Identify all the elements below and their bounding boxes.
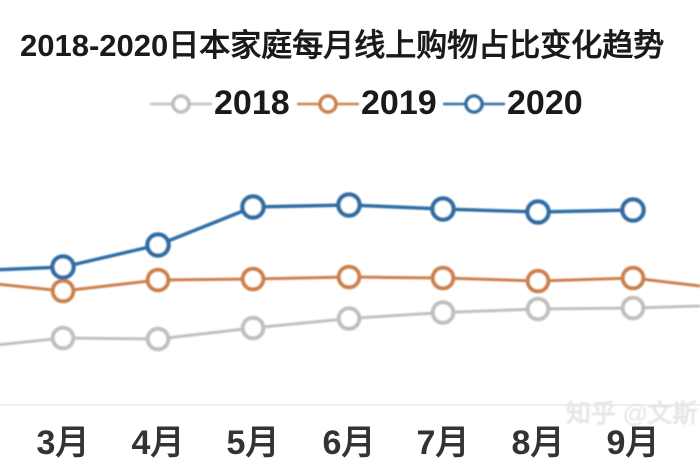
svg-text:9月: 9月 <box>607 424 660 462</box>
svg-text:2018: 2018 <box>214 84 290 122</box>
svg-text:3月: 3月 <box>37 424 90 462</box>
svg-text:7月: 7月 <box>417 424 470 462</box>
svg-text:6月: 6月 <box>323 424 376 462</box>
svg-text:2020: 2020 <box>507 84 583 122</box>
svg-text:5月: 5月 <box>227 424 280 462</box>
svg-text:8月: 8月 <box>512 424 565 462</box>
svg-text:2019: 2019 <box>361 84 437 122</box>
svg-text:4月: 4月 <box>132 424 185 462</box>
